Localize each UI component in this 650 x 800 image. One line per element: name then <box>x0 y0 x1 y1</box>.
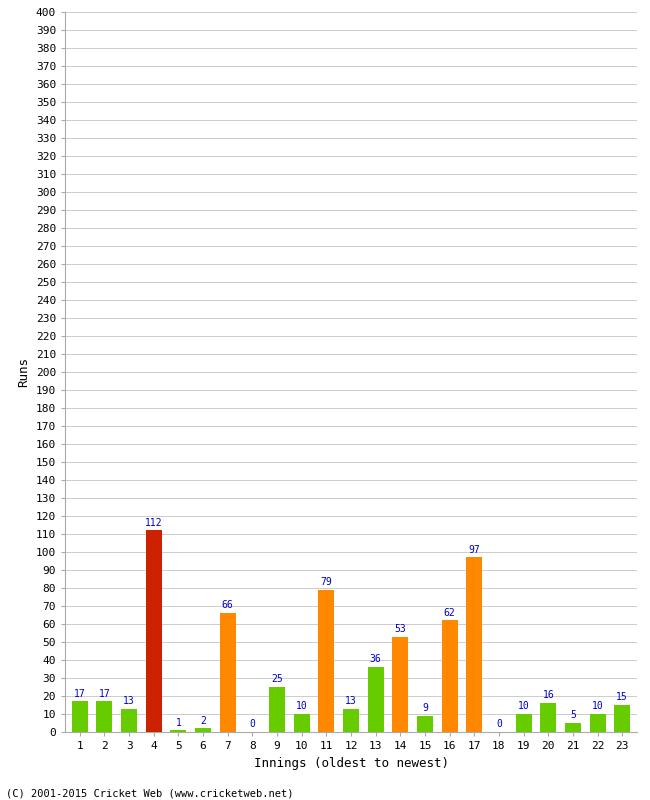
Bar <box>294 714 309 732</box>
Text: 1: 1 <box>176 718 181 727</box>
Text: 112: 112 <box>145 518 162 528</box>
Text: 13: 13 <box>345 696 357 706</box>
Bar <box>318 590 334 732</box>
Text: (C) 2001-2015 Cricket Web (www.cricketweb.net): (C) 2001-2015 Cricket Web (www.cricketwe… <box>6 789 294 798</box>
Bar <box>614 705 630 732</box>
Text: 62: 62 <box>444 608 456 618</box>
Bar <box>195 729 211 732</box>
Bar <box>269 687 285 732</box>
Bar <box>590 714 606 732</box>
Text: 10: 10 <box>592 702 603 711</box>
Text: 79: 79 <box>320 577 332 587</box>
Bar <box>466 558 482 732</box>
Bar <box>393 637 408 732</box>
Text: 5: 5 <box>570 710 576 720</box>
Text: 15: 15 <box>616 692 628 702</box>
Text: 17: 17 <box>99 689 110 698</box>
Text: 25: 25 <box>271 674 283 684</box>
Text: 17: 17 <box>74 689 86 698</box>
Text: 10: 10 <box>296 702 307 711</box>
Bar <box>343 709 359 732</box>
Text: 53: 53 <box>395 624 406 634</box>
Text: 13: 13 <box>124 696 135 706</box>
Bar <box>72 702 88 732</box>
Text: 0: 0 <box>250 719 255 730</box>
Bar <box>515 714 532 732</box>
Bar <box>170 730 187 732</box>
Text: 16: 16 <box>542 690 554 701</box>
Bar <box>121 709 137 732</box>
Bar <box>146 530 162 732</box>
Bar <box>220 614 236 732</box>
Bar <box>417 716 433 732</box>
Text: 97: 97 <box>469 545 480 554</box>
Text: 36: 36 <box>370 654 382 665</box>
Bar <box>540 703 556 732</box>
Bar <box>441 621 458 732</box>
X-axis label: Innings (oldest to newest): Innings (oldest to newest) <box>254 757 448 770</box>
Bar <box>96 702 112 732</box>
Y-axis label: Runs: Runs <box>17 357 30 387</box>
Text: 9: 9 <box>422 703 428 713</box>
Bar <box>565 723 581 732</box>
Text: 66: 66 <box>222 601 233 610</box>
Text: 0: 0 <box>496 719 502 730</box>
Text: 2: 2 <box>200 716 206 726</box>
Bar <box>368 667 384 732</box>
Text: 10: 10 <box>517 702 530 711</box>
